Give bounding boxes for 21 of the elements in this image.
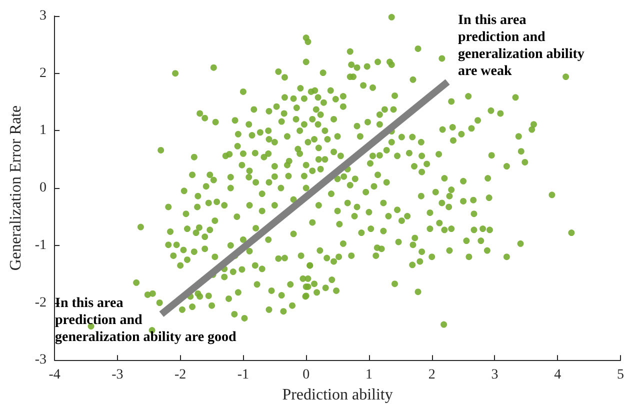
x-tick-label: -1 (237, 368, 250, 383)
y-tick-label: 3 (40, 8, 47, 24)
x-tick-label: 4 (554, 368, 562, 383)
x-tick-label: 0 (302, 368, 310, 383)
y-tick-label: 2 (40, 66, 47, 81)
x-tick-label: 5 (617, 368, 624, 383)
x-axis-title: Prediction ability (282, 386, 393, 404)
y-tick-label: 1 (40, 123, 47, 138)
annotation: In this area prediction and generalization ability are good (55, 295, 236, 346)
y-axis-title: Generalization Error Rate (8, 105, 24, 271)
annotation: In this area prediction and generalization ability are weak (458, 12, 584, 80)
y-tick-label: 0 (40, 180, 47, 196)
y-tick-label: -1 (34, 238, 47, 253)
x-tick-label: -2 (174, 368, 186, 383)
x-tick-label: 2 (428, 368, 436, 383)
x-tick-label: 1 (365, 368, 372, 383)
y-tick-label: -3 (34, 352, 47, 368)
x-tick-label: -4 (48, 368, 60, 383)
x-tick-label: -3 (112, 368, 124, 383)
y-tick-label: -2 (34, 295, 47, 310)
x-tick-label: 3 (491, 368, 498, 383)
